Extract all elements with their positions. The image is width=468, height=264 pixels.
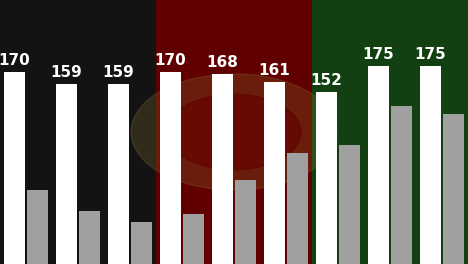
Bar bbox=[264, 82, 285, 264]
Bar bbox=[368, 66, 389, 264]
Text: 170: 170 bbox=[0, 53, 30, 68]
Bar bbox=[443, 114, 464, 264]
Polygon shape bbox=[167, 94, 301, 170]
Text: 175: 175 bbox=[363, 47, 395, 62]
Bar bbox=[339, 145, 360, 264]
Bar bbox=[108, 84, 129, 264]
Bar bbox=[391, 106, 412, 264]
Polygon shape bbox=[131, 74, 337, 190]
Bar bbox=[235, 180, 256, 264]
Text: 159: 159 bbox=[102, 65, 134, 81]
Text: 152: 152 bbox=[311, 73, 343, 88]
Bar bbox=[287, 153, 308, 264]
Bar bbox=[316, 92, 337, 264]
Text: 168: 168 bbox=[207, 55, 239, 70]
Bar bbox=[156, 0, 312, 264]
Bar bbox=[4, 72, 25, 264]
Bar bbox=[160, 72, 181, 264]
Bar bbox=[420, 66, 441, 264]
Bar bbox=[131, 222, 152, 264]
Bar bbox=[56, 84, 77, 264]
Text: 175: 175 bbox=[415, 47, 446, 62]
Bar bbox=[212, 74, 233, 264]
Text: 170: 170 bbox=[155, 53, 186, 68]
Bar bbox=[27, 190, 48, 264]
Bar bbox=[183, 214, 204, 264]
Bar bbox=[0, 0, 156, 264]
Bar bbox=[312, 0, 468, 264]
Text: 161: 161 bbox=[259, 63, 291, 78]
Text: 159: 159 bbox=[51, 65, 82, 81]
Bar bbox=[79, 211, 100, 264]
